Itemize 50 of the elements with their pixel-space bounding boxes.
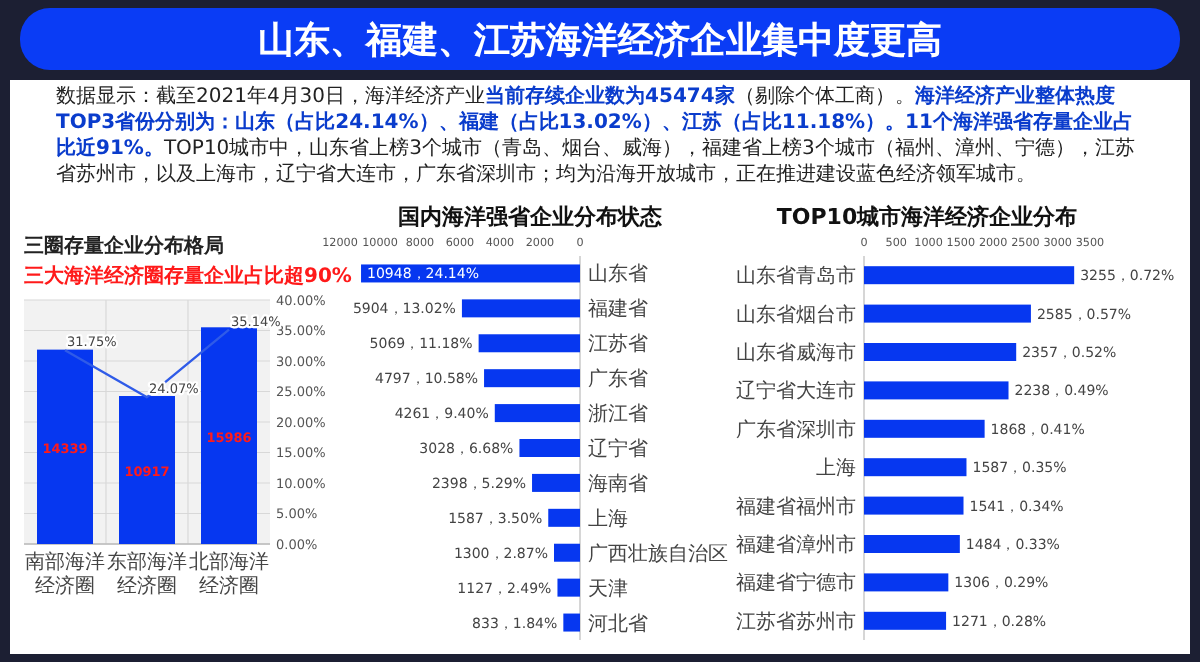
y-tick-label: 江苏省苏州市	[736, 609, 856, 634]
bar	[557, 578, 580, 597]
bar	[864, 381, 1009, 400]
bar	[864, 266, 1075, 285]
bar	[864, 535, 960, 553]
y-tick-label: 上海	[588, 506, 628, 531]
bar	[461, 299, 580, 318]
bar	[864, 496, 964, 515]
text: 山东、福建、江苏海洋经济企业集中度更高	[258, 20, 942, 62]
y-tick-label: 江苏省	[588, 332, 648, 357]
x-tick-label: 南部海洋经济圈	[25, 550, 105, 598]
y-tick-label: 辽宁省	[588, 437, 648, 461]
x-tick-label: 北部海洋经济圈	[189, 550, 269, 598]
bar	[548, 508, 580, 527]
chart-title: TOP10城市海洋经济企业分布	[776, 204, 1078, 230]
y-tick-label: 广东省	[588, 367, 648, 392]
bar	[494, 404, 580, 423]
y-tick-label: 天津	[588, 576, 628, 601]
bar	[864, 304, 1031, 323]
bar	[519, 439, 580, 457]
bar	[864, 419, 985, 438]
x-tick-label: 东部海洋经济圈	[107, 550, 187, 598]
chart-subtitle: 三大海洋经济圈存量企业占比超90%	[24, 264, 352, 288]
chart-title: 国内海洋强省企业分布状态	[398, 204, 664, 230]
y-tick-label: 海南省	[588, 471, 648, 496]
y-tick-label: 河北省	[588, 611, 648, 636]
y-tick-label: 福建省漳州市	[736, 533, 856, 557]
y-tick-label: 福建省宁德市	[736, 571, 856, 596]
y-tick-label: 山东省青岛市	[736, 264, 856, 289]
y-tick-label: 福建省福州市	[736, 494, 856, 519]
y-tick-label: 山东省	[588, 262, 648, 287]
y-tick-label: 浙江省	[588, 402, 648, 427]
text: 数据显示：截至2021年4月30日，海洋经济产业当前存续企业数为45474家（剔除个体工商）。海洋经济产业整体热度TOP3省份分别为：山东（占比24.14%）、福建（占比13.02%）、江苏（占比11.18%）。11个海洋强省存量企业占比近91%。TOP10城市中，山东省上榜3个城市（青岛、烟台、威海），福建省上榜3个城市（福州、漳州、宁德），江苏省苏州市，以及上海市，辽宁省大连市，广东省深圳市；均为沿海开放城市，正在推进建设蓝色经济领军城市。	[56, 84, 1137, 188]
y-tick-label: 广东省深圳市	[736, 417, 856, 442]
bar	[864, 343, 1017, 361]
bar	[532, 473, 580, 492]
y-tick-label: 辽宁省大连市	[736, 379, 856, 404]
bar	[864, 573, 949, 592]
y-tick-label: 福建省	[588, 297, 648, 322]
bar	[478, 334, 580, 353]
y-tick-label: 山东省威海市	[736, 341, 856, 365]
chart-title: 三圈存量企业分布格局	[24, 234, 224, 258]
y-tick-label: 广西壮族自治区	[588, 541, 728, 566]
y-tick-label: 山东省烟台市	[736, 302, 856, 327]
bar	[554, 543, 580, 562]
bar	[864, 458, 967, 477]
y-tick-label: 上海	[816, 456, 856, 481]
bar	[484, 369, 580, 388]
bar	[864, 611, 947, 630]
bar	[563, 613, 580, 632]
